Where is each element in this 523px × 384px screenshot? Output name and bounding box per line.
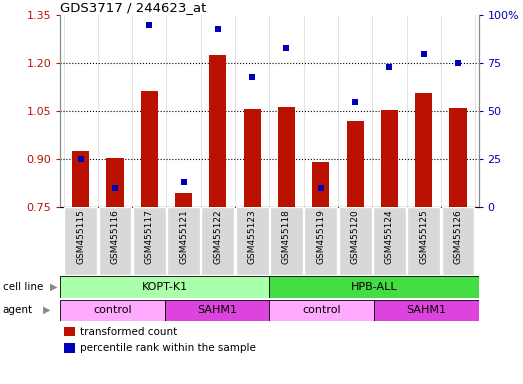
Bar [64,207,97,275]
Bar [141,91,158,207]
Point [111,185,119,191]
Bar [415,93,432,207]
Bar [373,207,406,275]
Point [248,74,256,80]
Bar [175,193,192,207]
Text: percentile rank within the sample: percentile rank within the sample [80,343,256,353]
Text: control: control [93,305,132,315]
Bar [338,207,371,275]
Text: GSM455119: GSM455119 [316,209,325,264]
Bar [64,327,75,336]
Point [145,22,153,28]
Bar [374,300,479,321]
Text: GSM455116: GSM455116 [110,209,120,264]
Text: ▶: ▶ [50,282,57,292]
Point [351,99,359,105]
Text: transformed count: transformed count [80,326,177,336]
Text: GSM455120: GSM455120 [350,209,360,264]
Bar [165,300,269,321]
Text: GSM455125: GSM455125 [419,209,428,264]
Text: GSM455124: GSM455124 [385,209,394,264]
Text: ▶: ▶ [43,305,51,315]
Bar [98,207,131,275]
Bar [278,107,295,207]
Point [179,179,188,185]
Point [282,45,291,51]
Bar [269,300,374,321]
Text: GSM455115: GSM455115 [76,209,85,264]
Text: agent: agent [3,305,33,315]
Point [454,60,462,66]
Text: GSM455123: GSM455123 [248,209,257,264]
Point [316,185,325,191]
Bar [236,207,269,275]
Text: GSM455117: GSM455117 [145,209,154,264]
Text: SAHM1: SAHM1 [197,305,237,315]
Bar [381,110,398,207]
Point [76,156,85,162]
Text: control: control [302,305,341,315]
Bar [244,109,261,207]
Point [214,26,222,32]
Text: SAHM1: SAHM1 [406,305,446,315]
Bar [269,276,479,298]
Bar [60,276,269,298]
Bar [312,162,329,207]
Text: GSM455122: GSM455122 [213,209,222,264]
Bar [407,207,440,275]
Bar [449,108,467,207]
Bar [72,151,89,207]
Point [419,51,428,57]
Bar [441,207,474,275]
Bar [304,207,337,275]
Bar [270,207,303,275]
Bar [64,343,75,353]
Text: HPB-ALL: HPB-ALL [350,282,397,292]
Text: GSM455121: GSM455121 [179,209,188,264]
Bar [347,121,363,207]
Bar [167,207,200,275]
Text: cell line: cell line [3,282,43,292]
Bar [133,207,166,275]
Text: GDS3717 / 244623_at: GDS3717 / 244623_at [60,1,207,14]
Bar [201,207,234,275]
Text: GSM455126: GSM455126 [453,209,462,264]
Bar [60,300,165,321]
Bar [107,158,123,207]
Text: KOPT-K1: KOPT-K1 [142,282,188,292]
Point [385,64,394,70]
Bar [209,55,226,207]
Text: GSM455118: GSM455118 [282,209,291,264]
